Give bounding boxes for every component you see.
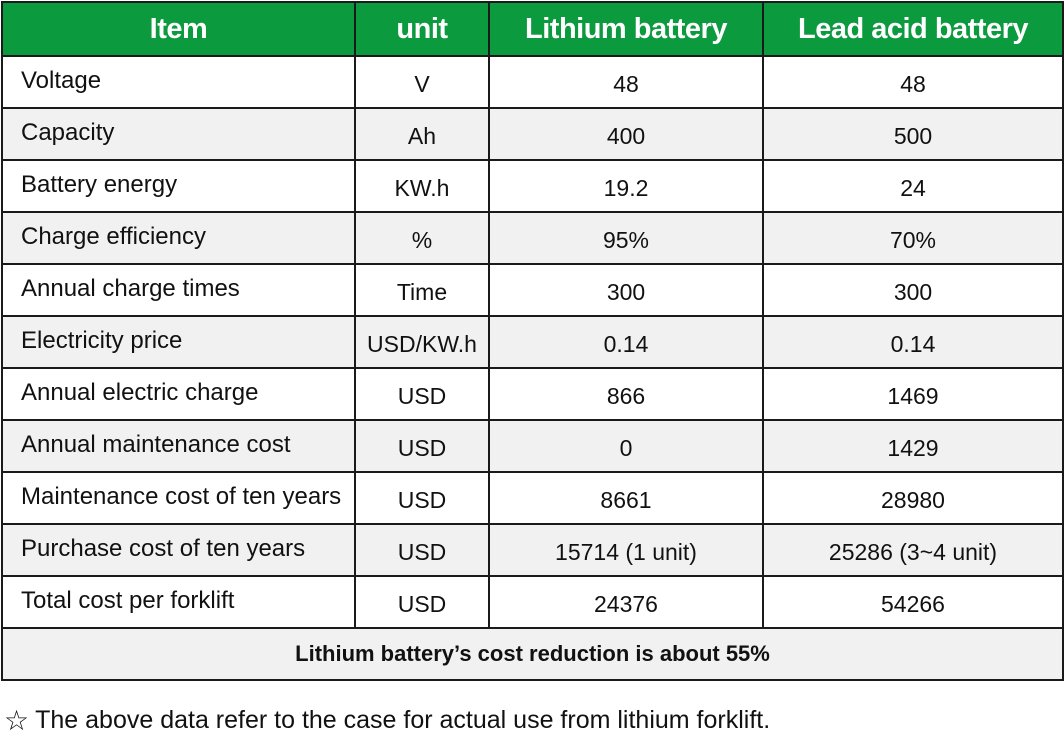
- row-unit: Time: [354, 263, 490, 317]
- row-item: Annual maintenance cost: [1, 419, 356, 473]
- row-lead-acid-value: 500: [762, 107, 1064, 161]
- header-unit: unit: [354, 1, 490, 57]
- star-outline-icon: ☆: [4, 704, 30, 737]
- row-item: Purchase cost of ten years: [1, 523, 356, 577]
- header-lithium-battery: Lithium battery: [488, 1, 764, 57]
- row-lead-acid-value: 300: [762, 263, 1064, 317]
- row-unit: %: [354, 211, 490, 265]
- table-row: Purchase cost of ten years USD 15714 (1 …: [1, 523, 1064, 577]
- row-lithium-value: 0.14: [488, 315, 764, 369]
- row-item: Electricity price: [1, 315, 356, 369]
- table-row: Annual maintenance cost USD 0 1429: [1, 419, 1064, 473]
- comparison-table-container: Item unit Lithium battery Lead acid batt…: [1, 1, 1064, 681]
- header-lead-acid-battery: Lead acid battery: [762, 1, 1064, 57]
- row-lead-acid-value: 28980: [762, 471, 1064, 525]
- row-unit: Ah: [354, 107, 490, 161]
- row-unit: USD: [354, 575, 490, 629]
- row-lithium-value: 19.2: [488, 159, 764, 213]
- cost-reduction-summary: Lithium battery’s cost reduction is abou…: [1, 627, 1064, 681]
- row-item: Voltage: [1, 55, 356, 109]
- table-row: Annual electric charge USD 866 1469: [1, 367, 1064, 421]
- row-lead-acid-value: 24: [762, 159, 1064, 213]
- battery-comparison-table: Item unit Lithium battery Lead acid batt…: [1, 1, 1064, 681]
- table-row: Charge efficiency % 95% 70%: [1, 211, 1064, 265]
- row-lead-acid-value: 70%: [762, 211, 1064, 265]
- row-item: Battery energy: [1, 159, 356, 213]
- row-lead-acid-value: 25286 (3~4 unit): [762, 523, 1064, 577]
- row-lead-acid-value: 1429: [762, 419, 1064, 473]
- row-lithium-value: 15714 (1 unit): [488, 523, 764, 577]
- table-row: Capacity Ah 400 500: [1, 107, 1064, 161]
- row-unit: V: [354, 55, 490, 109]
- row-lithium-value: 95%: [488, 211, 764, 265]
- row-item: Charge efficiency: [1, 211, 356, 265]
- row-lithium-value: 48: [488, 55, 764, 109]
- row-lead-acid-value: 0.14: [762, 315, 1064, 369]
- row-lithium-value: 400: [488, 107, 764, 161]
- row-unit: USD: [354, 367, 490, 421]
- table-header-row: Item unit Lithium battery Lead acid batt…: [1, 1, 1064, 57]
- row-unit: USD: [354, 419, 490, 473]
- row-item: Annual electric charge: [1, 367, 356, 421]
- row-lead-acid-value: 48: [762, 55, 1064, 109]
- row-unit: KW.h: [354, 159, 490, 213]
- row-item: Capacity: [1, 107, 356, 161]
- footnote-text: The above data refer to the case for act…: [35, 706, 771, 734]
- row-lithium-value: 0: [488, 419, 764, 473]
- row-lithium-value: 866: [488, 367, 764, 421]
- row-unit: USD: [354, 471, 490, 525]
- row-lead-acid-value: 1469: [762, 367, 1064, 421]
- row-lithium-value: 300: [488, 263, 764, 317]
- summary-row: Lithium battery’s cost reduction is abou…: [1, 627, 1064, 681]
- row-item: Annual charge times: [1, 263, 356, 317]
- header-item: Item: [1, 1, 356, 57]
- table-row: Maintenance cost of ten years USD 8661 2…: [1, 471, 1064, 525]
- table-row: Total cost per forklift USD 24376 54266: [1, 575, 1064, 629]
- footnote: ☆ The above data refer to the case for ac…: [4, 704, 770, 737]
- row-unit: USD/KW.h: [354, 315, 490, 369]
- row-lead-acid-value: 54266: [762, 575, 1064, 629]
- row-item: Maintenance cost of ten years: [1, 471, 356, 525]
- table-row: Electricity price USD/KW.h 0.14 0.14: [1, 315, 1064, 369]
- table-row: Annual charge times Time 300 300: [1, 263, 1064, 317]
- row-lithium-value: 24376: [488, 575, 764, 629]
- row-unit: USD: [354, 523, 490, 577]
- table-row: Battery energy KW.h 19.2 24: [1, 159, 1064, 213]
- table-row: Voltage V 48 48: [1, 55, 1064, 109]
- row-item: Total cost per forklift: [1, 575, 356, 629]
- row-lithium-value: 8661: [488, 471, 764, 525]
